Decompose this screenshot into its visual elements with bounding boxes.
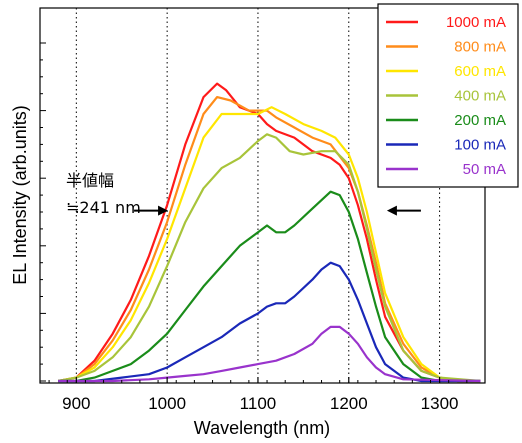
fwhm-arrow-right-head [386,205,397,216]
legend-label: 400 mA [454,88,506,105]
x-tick-label: 900 [62,394,90,413]
fwhm-value: ≒241 nm [66,198,141,217]
fwhm-label: 半値幅 [66,171,114,190]
series-line-200-ma [58,190,481,383]
fwhm-arrow-left-head [158,205,169,216]
series-line-600-ma [57,106,481,383]
annotation: 半値幅 ≒241 nm [66,171,421,217]
series-line-1000-ma [57,82,481,383]
series-line-100-ma [58,261,481,383]
legend-label: 800 mA [454,39,506,56]
legend-label: 600 mA [454,63,506,80]
series-layer [57,82,481,383]
series-line-800-ma [57,96,481,383]
legend-label: 100 mA [454,137,506,154]
legend-label: 50 mA [463,161,506,178]
legend-label: 200 mA [454,112,506,129]
legend: 1000 mA 800 mA 600 mA 400 mA 200 mA 100 mA 50 … [377,3,519,188]
y-axis-title: EL Intensity (arb.units) [10,105,30,284]
legend-items: 1000 mA 800 mA 600 mA 400 mA 200 mA 100 mA 50 … [386,14,506,178]
x-tick-label: 1200 [330,394,368,413]
x-tick-label: 1300 [421,394,459,413]
series-line-50-ma [58,325,481,383]
ticks-layer: 900 1000 1100 1200 1300 [40,42,468,413]
legend-label: 1000 mA [446,14,506,31]
x-tick-label: 1100 [240,394,277,413]
x-tick-label: 1000 [148,394,186,413]
x-axis-title: Wavelength (nm) [194,418,330,438]
series-line-400-ma [57,133,481,383]
